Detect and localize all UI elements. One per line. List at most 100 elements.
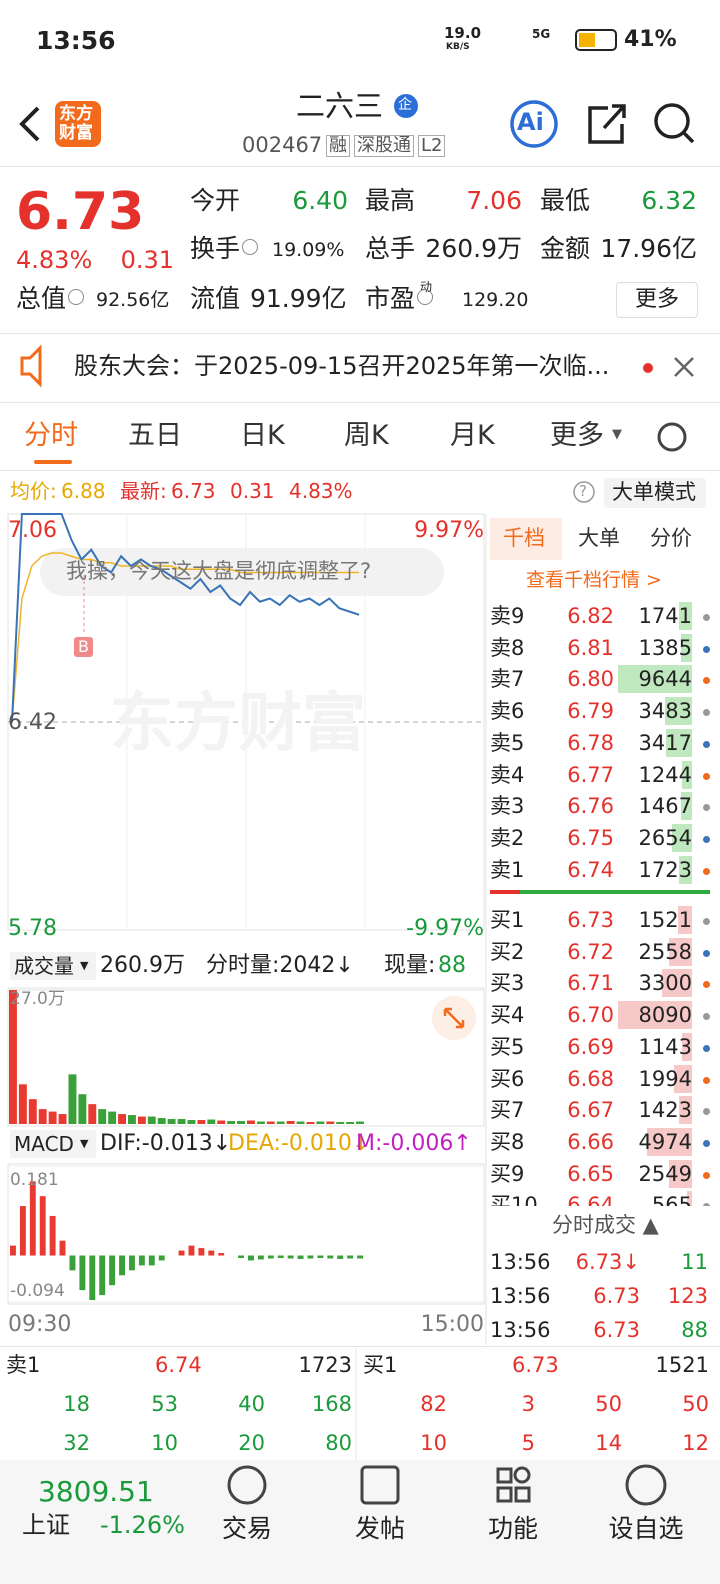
volume-bar xyxy=(217,1120,226,1124)
tab[interactable]: 月K xyxy=(450,420,495,451)
book-dot xyxy=(703,1044,710,1052)
book-price: 6.67 xyxy=(567,1098,614,1123)
field-value: 7.06 xyxy=(466,186,522,215)
volume-bar xyxy=(137,1116,146,1124)
macd-select[interactable] xyxy=(10,1130,96,1158)
volume-bar xyxy=(678,602,692,630)
nav-item[interactable]: 设自选 xyxy=(608,1514,684,1543)
macd-bar xyxy=(29,1181,36,1256)
volume-bar xyxy=(336,1122,345,1124)
macd-frame xyxy=(7,1163,485,1305)
book-dot xyxy=(703,835,710,843)
volume-bar xyxy=(157,1118,166,1124)
logo-text: 财富 xyxy=(59,123,93,143)
volume-minute: 分时量:2042↓ xyxy=(206,953,354,978)
back-icon[interactable] xyxy=(19,106,40,142)
nav-item[interactable]: 交易 xyxy=(222,1514,273,1543)
book-detail: 14 xyxy=(595,1431,622,1455)
book-detail: 20 xyxy=(238,1431,265,1455)
battery-icon xyxy=(575,29,617,51)
book-label: 买4 xyxy=(490,1003,525,1028)
tab[interactable]: 更多 xyxy=(550,420,604,451)
help-circle xyxy=(573,481,595,503)
book-price: 6.69 xyxy=(567,1034,614,1059)
book-label: 卖1 xyxy=(6,1353,41,1377)
volume-now-label: 现量: xyxy=(384,953,436,978)
tab-underline xyxy=(34,460,72,464)
field-value: 91.99亿 xyxy=(250,284,347,313)
volume-label[interactable]: 成交量 xyxy=(14,954,74,978)
macd-bar xyxy=(10,1245,16,1256)
volume-bar xyxy=(28,1099,37,1124)
book-dot xyxy=(703,772,710,780)
macd-bar xyxy=(119,1255,125,1276)
book-dot xyxy=(703,804,710,812)
macd-bar xyxy=(337,1255,344,1259)
divider xyxy=(0,333,720,334)
select-caret: ▼ xyxy=(80,1137,89,1150)
divider xyxy=(0,470,720,471)
book-volume: 3483 xyxy=(638,699,692,724)
book-sep-red xyxy=(490,890,520,894)
macd-bar xyxy=(178,1250,185,1256)
volume-bar xyxy=(187,1120,196,1124)
chart-header-item: 6.73 xyxy=(171,479,216,503)
close-icon[interactable] xyxy=(674,357,694,377)
book-detail: 10 xyxy=(420,1431,447,1455)
book-label: 卖8 xyxy=(490,635,525,660)
volume-bar xyxy=(665,728,692,757)
book-volume: 3300 xyxy=(638,971,692,996)
volume-bar xyxy=(346,1122,355,1124)
divider xyxy=(0,166,720,167)
book-sep-green xyxy=(520,890,710,894)
book-tab[interactable]: 分价 xyxy=(650,526,692,550)
nav-item[interactable]: 发帖 xyxy=(355,1514,406,1543)
book-price: 6.81 xyxy=(567,635,614,660)
macd-label[interactable]: MACD xyxy=(14,1132,74,1156)
book-label: 买9 xyxy=(490,1161,525,1186)
book-label: 卖4 xyxy=(490,762,525,787)
tag: L2 xyxy=(418,135,446,157)
trade-marker: B xyxy=(74,637,93,657)
book-price: 6.71 xyxy=(567,971,614,996)
book-tab[interactable]: 千档 xyxy=(503,526,545,550)
share-icon[interactable] xyxy=(588,104,626,144)
volume-bar xyxy=(296,1121,305,1124)
field-label: 总手 xyxy=(365,234,416,263)
book-detail: 80 xyxy=(325,1431,352,1455)
stock-name: 二六三 xyxy=(296,89,384,123)
book-price: 6.82 xyxy=(567,604,614,628)
mode[interactable]: 大单模式 xyxy=(612,480,696,504)
search-icon[interactable] xyxy=(654,103,690,139)
badge-bg xyxy=(394,94,418,118)
book-link[interactable]: 查看千档行情 > xyxy=(526,569,662,591)
watermark: 东方财富 xyxy=(110,687,366,761)
book-dot xyxy=(703,1203,710,1206)
volume-select[interactable] xyxy=(10,952,96,980)
volume-bar xyxy=(128,1115,136,1124)
settings-icon[interactable] xyxy=(657,422,687,452)
nav-icon xyxy=(625,1464,667,1506)
nav-item[interactable]: 功能 xyxy=(488,1514,539,1543)
tab[interactable]: 分时 xyxy=(24,420,78,451)
tab[interactable]: 周K xyxy=(344,420,389,451)
volume-bar xyxy=(78,1094,87,1124)
trades-title[interactable]: 分时成交 ▲ xyxy=(552,1213,659,1237)
pct-bottom: -9.97% xyxy=(406,916,484,941)
badge: 企 xyxy=(398,97,412,113)
macd-bar xyxy=(89,1255,96,1301)
book-tab[interactable]: 大单 xyxy=(578,526,620,550)
tab[interactable]: 日K xyxy=(240,420,285,451)
more-button[interactable]: 更多 xyxy=(616,282,698,318)
clock: 13:56 xyxy=(36,26,116,55)
battery-level xyxy=(579,33,595,47)
info-icon xyxy=(68,289,84,305)
mode-button[interactable] xyxy=(604,478,706,508)
logo-text: 东方 xyxy=(59,104,93,124)
macd-bar xyxy=(138,1255,145,1266)
battery: 41% xyxy=(624,27,677,52)
help[interactable]: ? xyxy=(579,482,587,500)
tab[interactable]: 五日 xyxy=(128,420,182,451)
book-dot xyxy=(703,1076,710,1084)
ai-icon[interactable] xyxy=(510,100,558,148)
